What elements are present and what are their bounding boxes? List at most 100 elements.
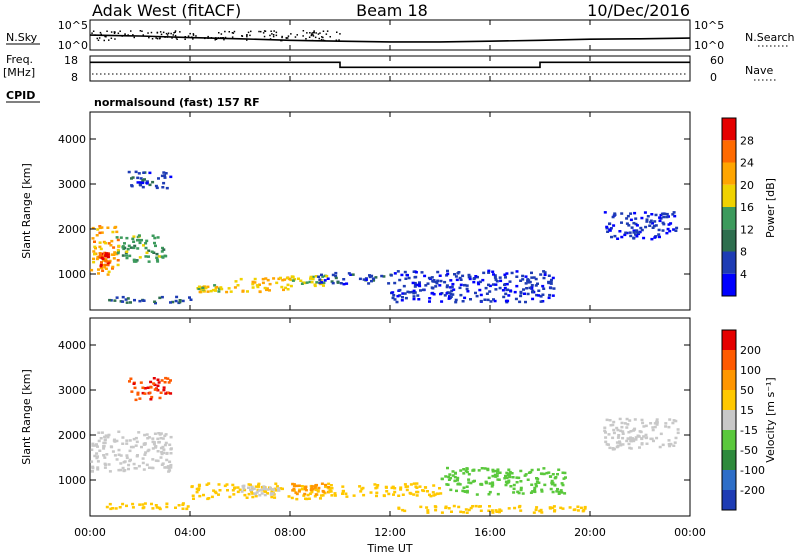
heatmap-cell [453, 475, 457, 479]
heatmap-cell [215, 285, 219, 289]
heatmap-cell [242, 487, 246, 490]
nsky-point [335, 39, 338, 41]
heatmap-cell [164, 172, 168, 175]
heatmap-cell [91, 226, 95, 230]
heatmap-cell [444, 505, 448, 508]
heatmap-cell [542, 472, 546, 476]
heatmap-cell [632, 221, 636, 225]
heatmap-cell [398, 278, 402, 282]
heatmap-cell [258, 494, 262, 497]
heatmap-cell [536, 477, 540, 481]
heatmap-cell [156, 389, 160, 392]
heatmap-cell [374, 276, 378, 279]
heatmap-cell [309, 275, 313, 279]
heatmap-cell [304, 488, 308, 492]
heatmap-cell [665, 215, 669, 219]
heatmap-cell [642, 236, 646, 240]
heatmap-cell [463, 296, 467, 300]
heatmap-cell [103, 456, 107, 459]
heatmap-cell [534, 482, 538, 486]
heatmap-cell [530, 271, 533, 275]
heatmap-cell [617, 434, 621, 437]
heatmap-cell [318, 278, 322, 281]
heatmap-cell [117, 453, 121, 456]
heatmap-cell [540, 472, 544, 476]
heatmap-cell [113, 438, 116, 441]
heatmap-cell [159, 391, 163, 394]
heatmap-cell [109, 507, 113, 511]
heatmap-cell [373, 483, 377, 486]
heatmap-cell [160, 174, 164, 178]
heatmap-cell [243, 488, 247, 492]
heatmap-cell [149, 386, 153, 389]
nsky-point [319, 32, 321, 34]
heatmap-cell [672, 419, 676, 422]
heatmap-cell [625, 222, 629, 225]
heatmap-cell [96, 256, 100, 259]
heatmap-cell [651, 222, 654, 225]
heatmap-cell [414, 275, 418, 279]
heatmap-cell [632, 237, 636, 240]
nsky-point [260, 30, 262, 33]
heatmap-cell [445, 274, 449, 277]
heatmap-cell [272, 277, 276, 280]
heatmap-cell [650, 437, 654, 441]
heatmap-cell [439, 292, 442, 296]
heatmap-cell [349, 273, 353, 276]
nsky-point [117, 32, 120, 34]
heatmap-cell [631, 438, 635, 441]
heatmap-cell [269, 486, 272, 490]
heatmap-cell [568, 506, 572, 509]
nsky-point [94, 34, 96, 36]
heatmap-cell [333, 494, 337, 497]
heatmap-cell [507, 468, 511, 471]
nave-tick-top: 60 [710, 54, 724, 67]
heatmap-cell [125, 504, 128, 508]
heatmap-cell [625, 217, 629, 220]
nsky-point [170, 32, 172, 35]
heatmap-cell [240, 490, 244, 493]
nsky-point [313, 30, 315, 32]
heatmap-cell [234, 280, 238, 283]
nsky-point [315, 32, 317, 34]
heatmap-cell [547, 274, 551, 277]
nsky-point [214, 39, 216, 41]
heatmap-cell [459, 278, 463, 281]
heatmap-cell [119, 454, 123, 457]
heatmap-cell [664, 422, 668, 425]
heatmap-cell [415, 494, 419, 497]
heatmap-cell [563, 492, 567, 495]
heatmap-cell [403, 270, 407, 274]
colorbar-band [722, 330, 736, 350]
nsky-point [322, 39, 325, 41]
heatmap-cell [505, 476, 509, 479]
heatmap-cell [620, 421, 624, 425]
heatmap-cell [473, 277, 477, 280]
nsky-point [124, 34, 126, 36]
heatmap-cell [527, 279, 531, 282]
heatmap-cell [151, 447, 155, 450]
heatmap-cell [465, 511, 469, 514]
nsky-point [336, 31, 338, 33]
heatmap-cell [92, 257, 95, 261]
nsky-point [166, 36, 169, 38]
heatmap-cell [536, 282, 539, 285]
heatmap-cell [607, 433, 611, 436]
heatmap-cell [504, 474, 507, 478]
heatmap-cell [362, 278, 366, 281]
heatmap-cell [650, 213, 654, 216]
nsky-point [175, 37, 177, 39]
heatmap-cell [459, 283, 463, 287]
heatmap-cell [143, 387, 147, 390]
heatmap-cell [128, 254, 132, 258]
heatmap-cell [322, 490, 326, 494]
nsky-point [314, 36, 317, 39]
heatmap-cell [604, 440, 608, 444]
heatmap-cell [181, 503, 185, 506]
nsky-point [91, 32, 93, 34]
heatmap-cell [143, 502, 147, 505]
heatmap-cell [300, 485, 304, 488]
heatmap-cell [411, 281, 415, 285]
heatmap-cell [479, 293, 483, 297]
heatmap-cell [263, 487, 266, 491]
